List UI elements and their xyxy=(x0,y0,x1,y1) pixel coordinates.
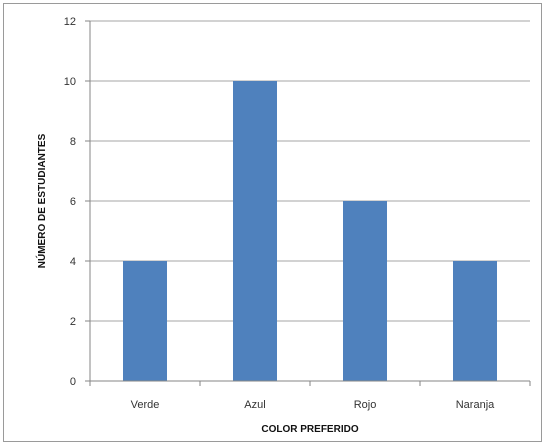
y-tick-label: 8 xyxy=(70,136,76,148)
axes xyxy=(89,21,530,382)
bar-verde xyxy=(123,261,167,381)
x-tick-label: Naranja xyxy=(456,399,495,411)
y-tick-label: 4 xyxy=(70,256,76,268)
x-tick-labels: Verde Azul Rojo Naranja xyxy=(131,399,496,411)
bars xyxy=(123,81,497,381)
y-tick-label: 2 xyxy=(70,316,76,328)
y-tick-label: 10 xyxy=(64,76,76,88)
x-tick-label: Verde xyxy=(131,399,160,411)
bar-naranja xyxy=(453,261,497,381)
y-tick-label: 12 xyxy=(64,16,76,28)
y-tick-label: 0 xyxy=(70,376,76,388)
bar-azul xyxy=(233,81,277,381)
y-tick-label: 6 xyxy=(70,196,76,208)
x-axis-title: COLOR PREFERIDO xyxy=(261,424,358,435)
bar-rojo xyxy=(343,201,387,381)
x-tick-label: Rojo xyxy=(354,399,377,411)
y-axis-title: NÚMERO DE ESTUDIANTES xyxy=(35,133,48,268)
y-tick-labels: 0 2 4 6 8 10 12 xyxy=(64,16,76,388)
x-tick-label: Azul xyxy=(244,399,265,411)
